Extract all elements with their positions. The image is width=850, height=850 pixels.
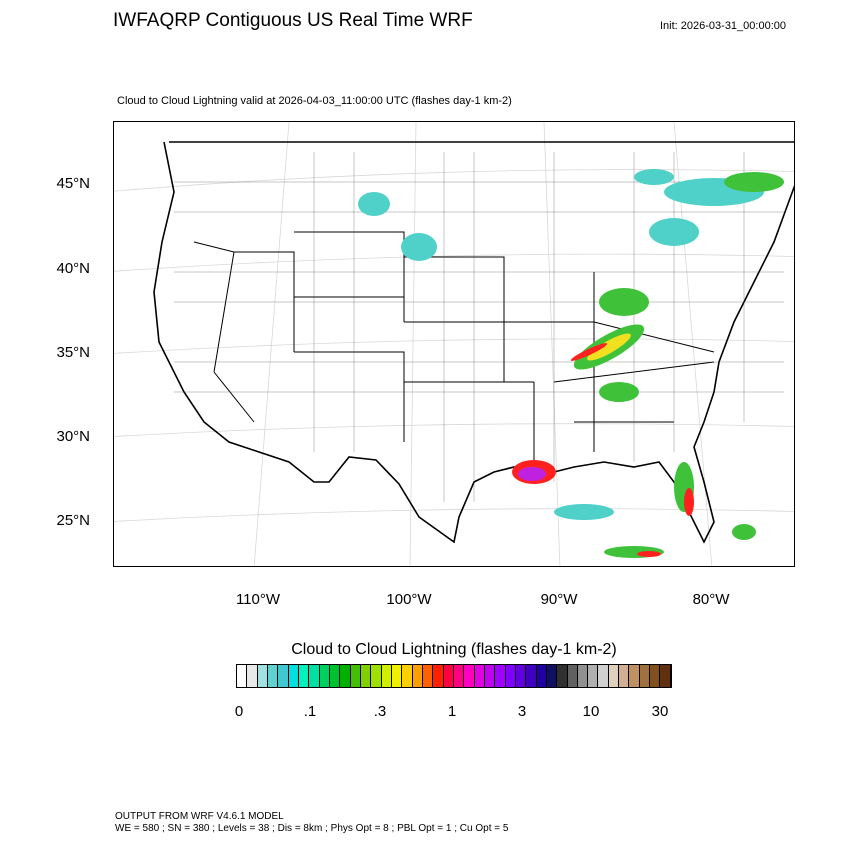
colorbar-cell (650, 665, 661, 687)
colorbar-cell (443, 665, 454, 687)
colorbar-cell (515, 665, 527, 687)
colorbar-cell (639, 665, 651, 687)
colorbar-cell (237, 665, 248, 687)
colorbar-cell (247, 665, 258, 687)
county-lines (174, 152, 784, 502)
colorbar-cell (433, 665, 444, 687)
us-outline (153, 141, 794, 544)
colorbar-cell (505, 665, 516, 687)
colorbar-cell (588, 665, 599, 687)
lat-label: 40°N (56, 260, 90, 277)
colorbar-cell (381, 665, 392, 687)
colorbar-cell (660, 665, 671, 687)
colorbar-title: Cloud to Cloud Lightning (flashes day-1 … (291, 641, 617, 658)
map-svg (114, 122, 794, 566)
colorbar-cell (619, 665, 630, 687)
colorbar-cell (360, 665, 372, 687)
footer-params: WE = 580 ; SN = 380 ; Levels = 38 ; Dis … (115, 823, 509, 834)
colorbar-cell (257, 665, 268, 687)
colorbar-cell (453, 665, 465, 687)
lat-label: 30°N (56, 428, 90, 445)
colorbar-cell (278, 665, 289, 687)
colorbar-cell (474, 665, 485, 687)
colorbar-cell (371, 665, 382, 687)
colorbar-cell (402, 665, 413, 687)
map-panel (113, 121, 795, 567)
footer-model: OUTPUT FROM WRF V4.6.1 MODEL (115, 811, 284, 822)
colorbar-cell (350, 665, 361, 687)
lightning-field (358, 169, 784, 558)
lon-label: 80°W (692, 591, 730, 608)
lat-label: 25°N (56, 512, 90, 529)
state-boundaries (193, 231, 715, 472)
colorbar-label: .3 (373, 703, 387, 720)
colorbar-cell (319, 665, 330, 687)
colorbar-cell (422, 665, 434, 687)
init-time: Init: 2026-03-31_00:00:00 (660, 20, 786, 32)
graticule (114, 122, 794, 566)
colorbar-cell (557, 665, 568, 687)
colorbar-label: 0 (234, 703, 244, 720)
colorbar-cell (288, 665, 299, 687)
colorbar-cell (536, 665, 547, 687)
colorbar-cell (391, 665, 403, 687)
plot-subtitle: Cloud to Cloud Lightning valid at 2026-0… (117, 95, 512, 107)
colorbar-cell (484, 665, 496, 687)
colorbar-cell (495, 665, 506, 687)
colorbar-label: 30 (651, 703, 669, 720)
colorbar-cell (340, 665, 351, 687)
colorbar-cell (329, 665, 341, 687)
colorbar-cell (412, 665, 423, 687)
colorbar-cell (464, 665, 475, 687)
colorbar-cell (577, 665, 589, 687)
colorbar-label: 1 (447, 703, 457, 720)
colorbar-cell (598, 665, 609, 687)
colorbar-cell (267, 665, 279, 687)
colorbar-label: 3 (517, 703, 527, 720)
colorbar (236, 664, 672, 688)
colorbar-cell (546, 665, 558, 687)
lat-label: 35°N (56, 344, 90, 361)
lon-label: 110°W (235, 591, 281, 608)
colorbar-label: 10 (582, 703, 600, 720)
colorbar-cell (567, 665, 578, 687)
colorbar-label: .1 (303, 703, 317, 720)
colorbar-cell (526, 665, 537, 687)
colorbar-cell (608, 665, 620, 687)
colorbar-cell (629, 665, 640, 687)
lon-label: 90°W (540, 591, 578, 608)
colorbar-cell (298, 665, 310, 687)
lat-label: 45°N (56, 175, 90, 192)
plot-title: IWFAQRP Contiguous US Real Time WRF (113, 10, 473, 31)
colorbar-cell (309, 665, 320, 687)
lon-label: 100°W (386, 591, 432, 608)
